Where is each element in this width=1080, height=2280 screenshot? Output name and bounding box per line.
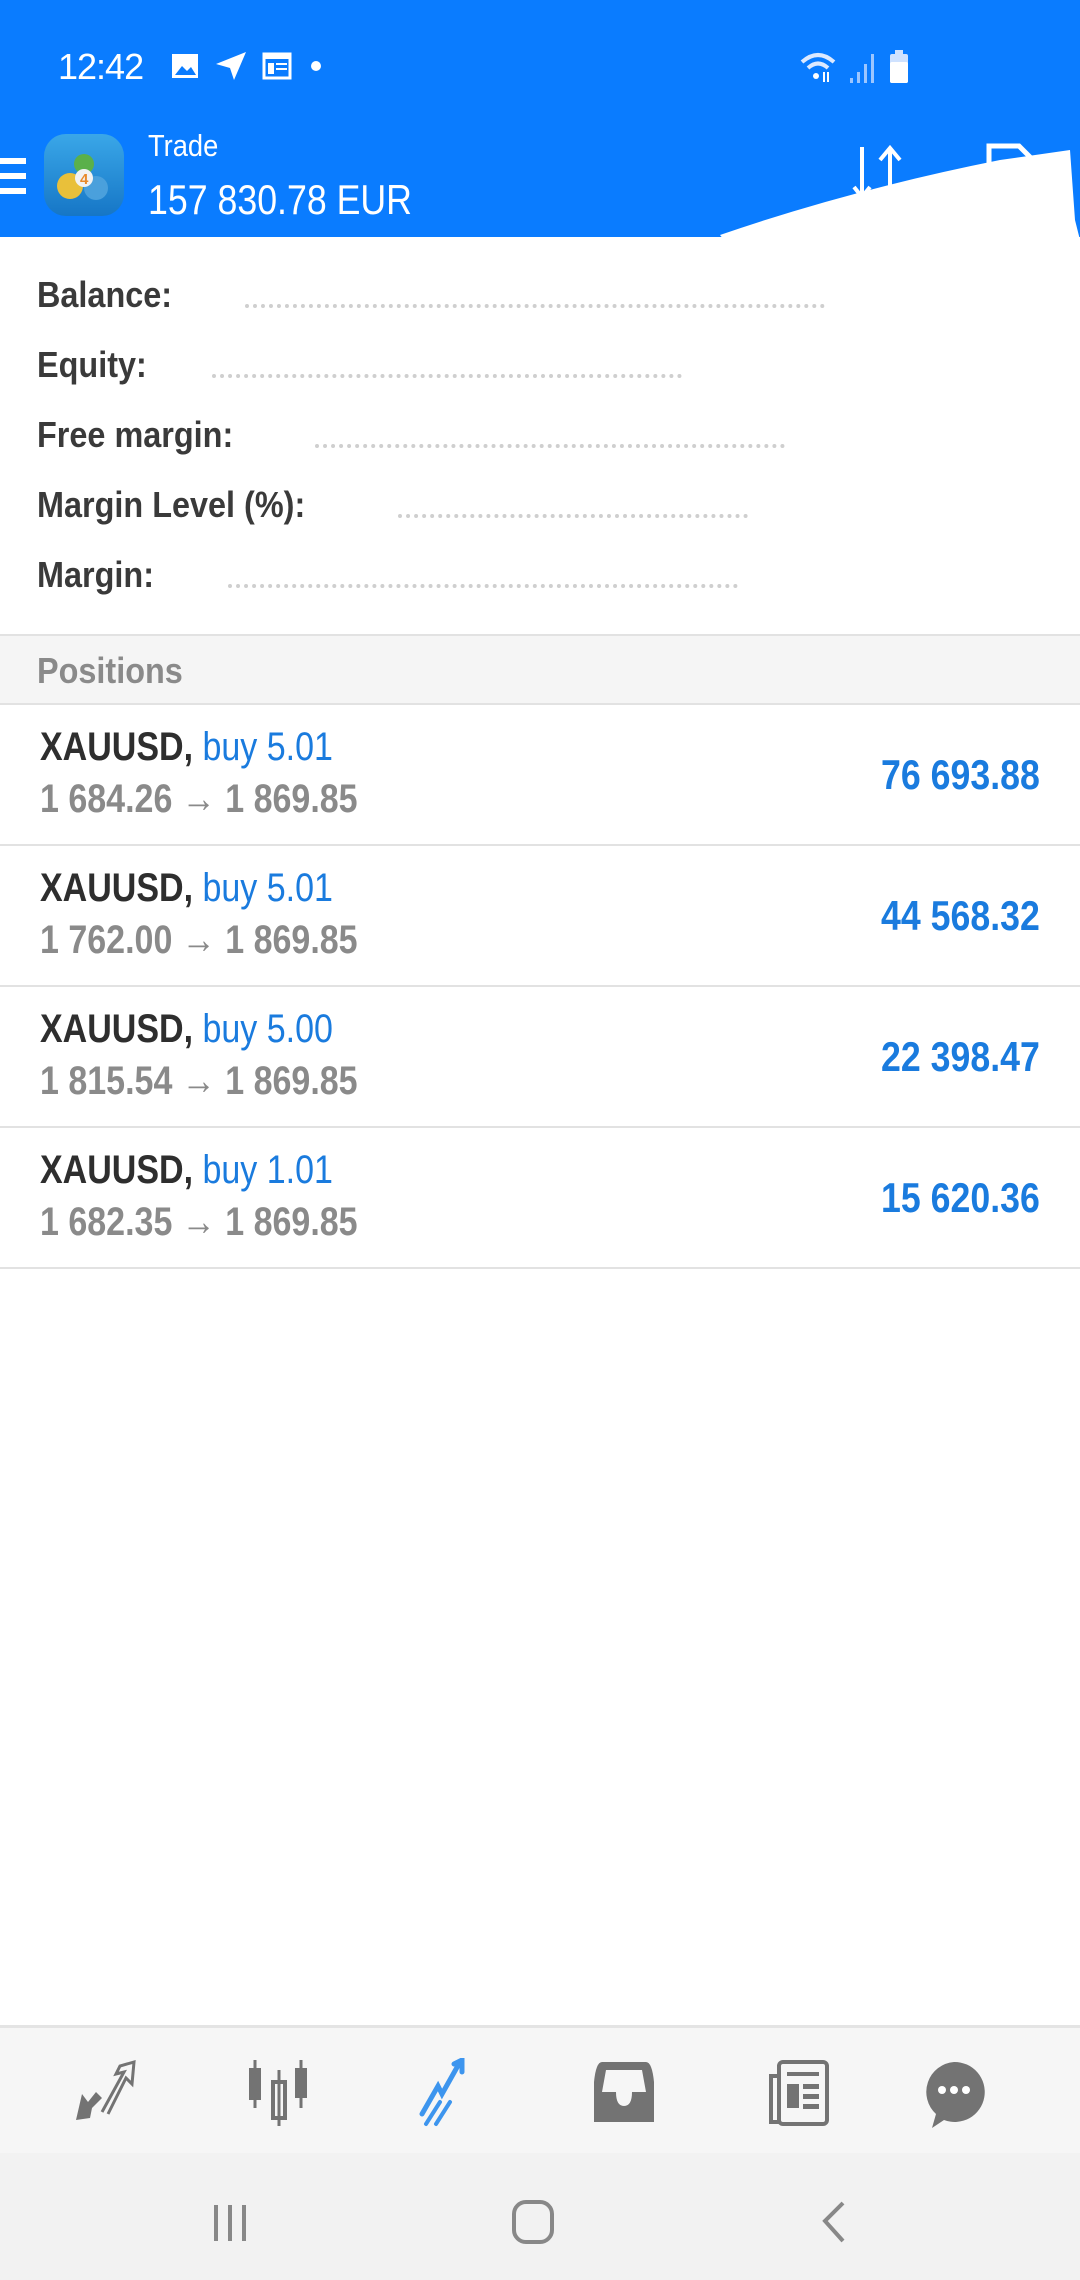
free-margin-dots bbox=[315, 444, 785, 448]
trade-icon[interactable] bbox=[418, 2058, 488, 2128]
calendar-icon bbox=[262, 52, 292, 80]
balance-dots bbox=[245, 304, 825, 308]
position-prices: 1 682.35 → 1 869.85 bbox=[40, 1200, 358, 1244]
screen-title: Trade bbox=[148, 128, 219, 163]
menu-icon[interactable] bbox=[0, 158, 26, 203]
chart-icon[interactable] bbox=[245, 2058, 315, 2128]
bottom-navigation bbox=[0, 2025, 1080, 2153]
position-side-volume: buy 5.01 bbox=[202, 725, 333, 769]
margin-label: Margin: bbox=[37, 554, 154, 595]
free-margin-label: Free margin: bbox=[37, 414, 234, 455]
position-row[interactable]: XAUUSD, buy 5.01 1 684.26 → 1 869.85 76 … bbox=[0, 705, 1080, 846]
system-status-icons bbox=[798, 50, 910, 84]
margin-level-dots bbox=[398, 514, 748, 518]
balance-label: Balance: bbox=[37, 274, 173, 315]
position-side-volume: buy 5.01 bbox=[202, 866, 333, 910]
system-navigation-bar bbox=[0, 2153, 1080, 2280]
positions-header: Positions bbox=[0, 634, 1080, 705]
status-time: 12:42 bbox=[58, 46, 144, 87]
position-profit: 76 693.88 bbox=[881, 751, 1040, 798]
home-icon[interactable] bbox=[510, 2199, 556, 2245]
dot-icon bbox=[311, 61, 321, 71]
back-icon[interactable] bbox=[815, 2199, 855, 2245]
metatrader-logo: 4 bbox=[44, 134, 124, 216]
signal-icon bbox=[850, 54, 874, 83]
position-side-volume: buy 1.01 bbox=[202, 1148, 333, 1192]
margin-dots bbox=[228, 584, 738, 588]
position-profit: 22 398.47 bbox=[881, 1033, 1040, 1080]
top-app-bar: 12:42 4 Trade 157 830.78 EUR bbox=[0, 0, 1080, 237]
position-prices: 1 684.26 → 1 869.85 bbox=[40, 777, 358, 821]
quotes-icon[interactable] bbox=[72, 2058, 142, 2128]
position-row[interactable]: XAUUSD, buy 1.01 1 682.35 → 1 869.85 15 … bbox=[0, 1128, 1080, 1269]
gallery-icon bbox=[172, 54, 198, 78]
position-symbol: XAUUSD, bbox=[40, 1007, 194, 1051]
position-prices: 1 815.54 → 1 869.85 bbox=[40, 1059, 358, 1103]
account-balance-display: 157 830.78 EUR bbox=[148, 176, 412, 223]
position-profit: 15 620.36 bbox=[881, 1174, 1040, 1221]
wifi-icon bbox=[800, 53, 836, 82]
svg-text:4: 4 bbox=[80, 171, 89, 188]
equity-label: Equity: bbox=[37, 344, 147, 385]
equity-dots bbox=[212, 374, 682, 378]
position-profit: 44 568.32 bbox=[881, 892, 1040, 939]
position-prices: 1 762.00 → 1 869.85 bbox=[40, 918, 358, 962]
recents-icon[interactable] bbox=[210, 2201, 254, 2245]
position-symbol: XAUUSD, bbox=[40, 866, 194, 910]
position-symbol: XAUUSD, bbox=[40, 725, 194, 769]
position-symbol: XAUUSD, bbox=[40, 1148, 194, 1192]
chat-icon[interactable] bbox=[918, 2058, 988, 2128]
redaction-scribble bbox=[702, 150, 1080, 670]
position-row[interactable]: XAUUSD, buy 5.00 1 815.54 → 1 869.85 22 … bbox=[0, 987, 1080, 1128]
mailbox-icon[interactable] bbox=[592, 2058, 662, 2128]
margin-level-label: Margin Level (%): bbox=[37, 484, 306, 525]
position-side-volume: buy 5.00 bbox=[202, 1007, 333, 1051]
notification-icons bbox=[170, 50, 326, 82]
news-icon[interactable] bbox=[765, 2058, 835, 2128]
position-row[interactable]: XAUUSD, buy 5.01 1 762.00 → 1 869.85 44 … bbox=[0, 846, 1080, 987]
telegram-icon bbox=[216, 52, 246, 80]
battery-icon bbox=[890, 50, 908, 83]
positions-title: Positions bbox=[37, 650, 183, 691]
